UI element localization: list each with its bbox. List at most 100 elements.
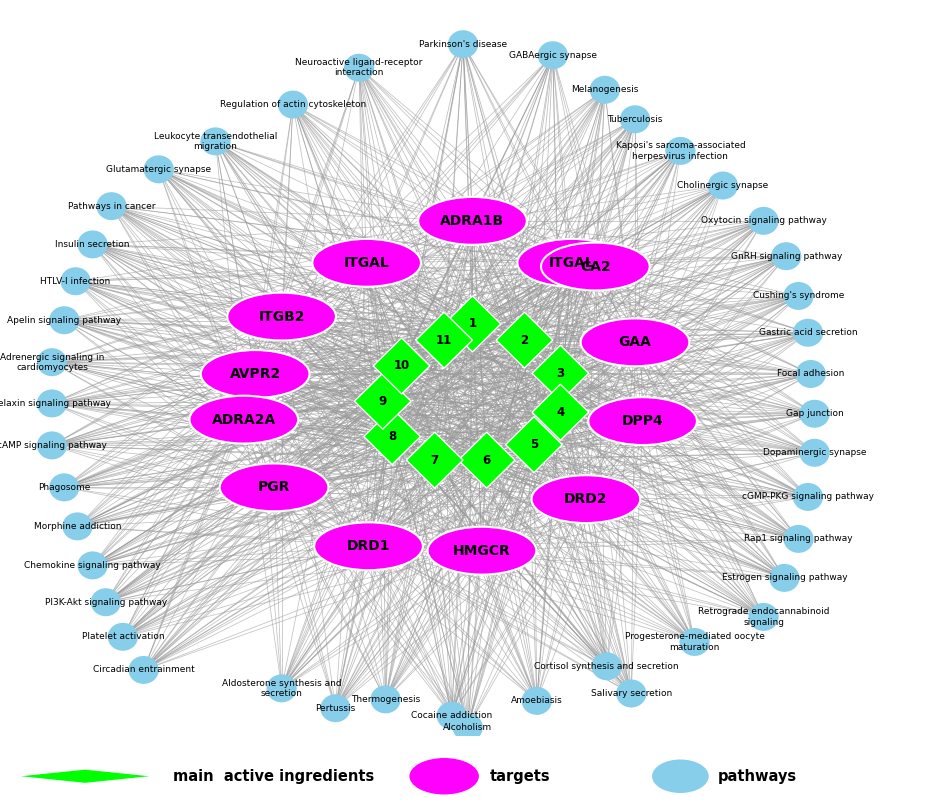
Ellipse shape [37, 348, 67, 376]
Ellipse shape [531, 475, 640, 523]
Ellipse shape [344, 53, 374, 82]
Ellipse shape [417, 197, 527, 245]
Text: Platelet activation: Platelet activation [81, 633, 164, 642]
Text: Retrograde endocannabinoid
signaling: Retrograde endocannabinoid signaling [697, 608, 829, 627]
Polygon shape [354, 373, 411, 430]
Ellipse shape [517, 239, 625, 286]
Text: Neuroactive ligand-receptor
interaction: Neuroactive ligand-receptor interaction [295, 58, 422, 78]
Text: Pathways in cancer: Pathways in cancer [68, 201, 155, 210]
Polygon shape [505, 417, 562, 472]
Ellipse shape [60, 267, 91, 295]
Text: 7: 7 [430, 454, 438, 467]
Ellipse shape [91, 588, 121, 616]
Ellipse shape [783, 282, 813, 310]
Text: Chemokine signaling pathway: Chemokine signaling pathway [25, 561, 160, 570]
Ellipse shape [227, 293, 335, 341]
Ellipse shape [219, 464, 329, 511]
Text: ADRA2A: ADRA2A [211, 413, 276, 426]
Ellipse shape [108, 623, 138, 650]
Ellipse shape [313, 523, 422, 570]
Polygon shape [458, 432, 514, 488]
Text: ITGB2: ITGB2 [258, 310, 305, 324]
Ellipse shape [799, 400, 829, 428]
Text: Adrenergic signaling in
cardiomyocytes: Adrenergic signaling in cardiomyocytes [0, 353, 104, 372]
Ellipse shape [408, 757, 479, 795]
Text: Circadian entrainment: Circadian entrainment [93, 666, 194, 675]
Ellipse shape [312, 239, 420, 286]
Text: ADRA1B: ADRA1B [440, 214, 504, 228]
Ellipse shape [189, 396, 298, 443]
Text: Regulation of actin cytoskeleton: Regulation of actin cytoskeleton [220, 100, 365, 109]
Text: Salivary secretion: Salivary secretion [590, 689, 671, 698]
Ellipse shape [665, 137, 695, 165]
Ellipse shape [447, 30, 478, 58]
Text: 5: 5 [530, 438, 537, 451]
Text: 9: 9 [379, 395, 386, 408]
Ellipse shape [615, 680, 646, 708]
Text: DRD1: DRD1 [346, 540, 390, 553]
Text: Gap junction: Gap junction [784, 409, 843, 418]
Ellipse shape [49, 473, 79, 502]
Text: Cholinergic synapse: Cholinergic synapse [677, 181, 767, 190]
Ellipse shape [792, 319, 822, 347]
Ellipse shape [436, 701, 466, 730]
Text: cGMP-PKG signaling pathway: cGMP-PKG signaling pathway [741, 493, 873, 502]
Text: Leukocyte transendothelial
migration: Leukocyte transendothelial migration [154, 132, 277, 151]
Text: main  active ingredients: main active ingredients [173, 769, 374, 784]
Ellipse shape [37, 389, 67, 417]
Ellipse shape [143, 155, 174, 184]
Text: pathways: pathways [717, 769, 797, 784]
Ellipse shape [587, 397, 697, 445]
Polygon shape [444, 296, 500, 352]
Text: GAA: GAA [618, 335, 650, 349]
Text: Dopaminergic synapse: Dopaminergic synapse [762, 448, 866, 457]
Text: PI3K-Akt signaling pathway: PI3K-Akt signaling pathway [44, 598, 167, 607]
Text: Glutamatergic synapse: Glutamatergic synapse [106, 165, 211, 174]
Text: 3: 3 [556, 366, 564, 379]
Text: 2: 2 [520, 333, 528, 346]
Text: ITGAL: ITGAL [344, 256, 389, 270]
Text: PGR: PGR [258, 481, 290, 494]
Ellipse shape [792, 483, 822, 511]
Text: DRD2: DRD2 [564, 492, 607, 506]
Text: 10: 10 [393, 359, 410, 372]
Ellipse shape [278, 91, 308, 119]
Ellipse shape [748, 207, 778, 235]
Ellipse shape [200, 127, 230, 155]
Text: 4: 4 [556, 406, 564, 419]
Text: Progesterone-mediated oocyte
maturation: Progesterone-mediated oocyte maturation [624, 633, 764, 652]
Ellipse shape [589, 76, 619, 104]
Text: Alcoholism: Alcoholism [443, 723, 492, 732]
Polygon shape [373, 338, 430, 394]
Ellipse shape [266, 675, 296, 702]
Ellipse shape [783, 525, 813, 553]
Text: Aldosterone synthesis and
secretion: Aldosterone synthesis and secretion [222, 679, 341, 698]
Ellipse shape [96, 193, 126, 220]
Ellipse shape [62, 512, 93, 540]
Ellipse shape [537, 41, 567, 70]
Ellipse shape [591, 652, 621, 680]
Text: Pertussis: Pertussis [315, 704, 355, 713]
Text: HMGCR: HMGCR [452, 544, 511, 557]
Text: cAMP signaling pathway: cAMP signaling pathway [0, 441, 107, 450]
Ellipse shape [77, 231, 108, 258]
Ellipse shape [320, 694, 350, 722]
Text: Melanogenesis: Melanogenesis [570, 85, 638, 95]
Ellipse shape [580, 319, 689, 366]
Text: Focal adhesion: Focal adhesion [776, 370, 844, 379]
Ellipse shape [651, 760, 708, 793]
Text: Relaxin signaling pathway: Relaxin signaling pathway [0, 399, 111, 408]
Ellipse shape [521, 687, 551, 715]
Polygon shape [14, 769, 156, 783]
Text: Apelin signaling pathway: Apelin signaling pathway [8, 316, 121, 324]
Polygon shape [496, 312, 552, 368]
Text: Phagosome: Phagosome [38, 483, 91, 492]
Ellipse shape [799, 438, 829, 467]
Polygon shape [406, 432, 463, 488]
Ellipse shape [200, 350, 309, 398]
Text: Kaposi's sarcoma-associated
herpesvirus infection: Kaposi's sarcoma-associated herpesvirus … [615, 142, 745, 161]
Text: Insulin secretion: Insulin secretion [56, 240, 129, 249]
Ellipse shape [77, 552, 108, 579]
Ellipse shape [619, 105, 649, 133]
Polygon shape [531, 384, 588, 440]
